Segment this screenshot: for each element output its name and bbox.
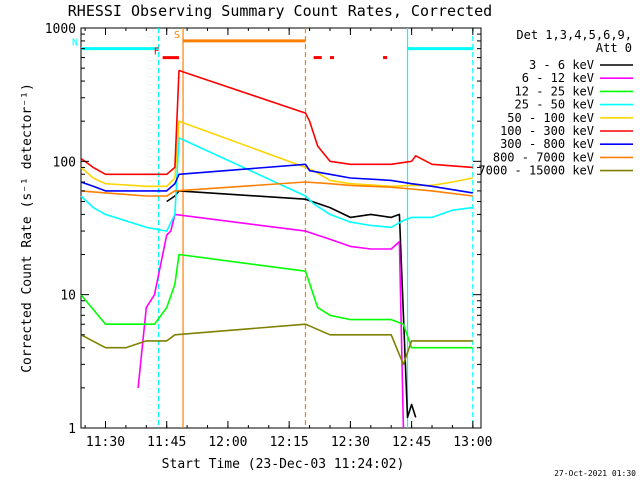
vertical-markers bbox=[157, 28, 474, 428]
x-tick-label-11-45: 11:45 bbox=[147, 435, 186, 450]
flag-label-night: N bbox=[72, 38, 78, 49]
legend-label-100-300-kev: 100 - 300 keV bbox=[500, 124, 594, 138]
chart-title: RHESSI Observing Summary Count Rates, Co… bbox=[68, 2, 492, 20]
series-line-3-6-kev bbox=[166, 190, 417, 419]
series-line-300-800-kev bbox=[80, 163, 473, 194]
legend-label-7000-15000-kev: 7000 - 15000 keV bbox=[478, 164, 594, 178]
legend-label-300-800-kev: 300 - 800 keV bbox=[500, 137, 594, 151]
x-tick-label-12-45: 12:45 bbox=[392, 435, 431, 450]
series-line-12-25-kev bbox=[80, 253, 473, 349]
legend-label-50-100-kev: 50 - 100 keV bbox=[507, 111, 594, 125]
plot-area: NFS 11:30 11:45 12:00 12:15 12:30 12:45 13:001… bbox=[45, 22, 493, 450]
legend-header-line-1: Det 1,3,4,5,6,9, bbox=[516, 28, 632, 42]
series-line-7000-15000-kev bbox=[80, 323, 473, 366]
series-line-800-7000-kev bbox=[80, 181, 473, 197]
flag-label-saa: S bbox=[174, 30, 180, 41]
series-line-6-12-kev bbox=[137, 213, 405, 429]
legend-label-12-25-kev: 12 - 25 keV bbox=[515, 84, 594, 98]
plot-frame bbox=[80, 27, 482, 429]
x-axis-label: Start Time (23-Dec-03 11:24:02) bbox=[162, 457, 405, 472]
legend-label-6-12-kev: 6 - 12 keV bbox=[522, 71, 594, 85]
series-line-100-300-kev bbox=[80, 69, 473, 176]
y-axis-label: Corrected Count Rate (s⁻¹ detector⁻¹) bbox=[20, 83, 35, 373]
axes: 11:30 11:45 12:00 12:15 12:30 12:45 13:00 1 10 10… bbox=[45, 22, 493, 450]
y-tick-label-10: 10 bbox=[60, 289, 76, 304]
series-line-25-50-kev bbox=[80, 137, 473, 232]
legend-label-800-7000-kev: 800 - 7000 keV bbox=[493, 150, 594, 164]
x-tick-label-13-00: 13:00 bbox=[453, 435, 492, 450]
legend-label-25-50-kev: 25 - 50 keV bbox=[515, 98, 594, 112]
x-tick-label-12-15: 12:15 bbox=[270, 435, 309, 450]
y-tick-label-100: 100 bbox=[53, 155, 76, 170]
x-tick-label-11-30: 11:30 bbox=[86, 435, 125, 450]
flag-bars: N F S bbox=[72, 30, 473, 60]
y-tick-label-1: 1 bbox=[68, 422, 76, 437]
date-stamp: 27-Oct-2021 01:30 bbox=[554, 469, 636, 478]
x-tick-label-12-00: 12:00 bbox=[208, 435, 247, 450]
series-lines bbox=[80, 69, 473, 429]
y-tick-label-1000: 1000 bbox=[45, 22, 76, 37]
legend-header-line-2: Att 0 bbox=[596, 41, 632, 55]
flag-label-flare: F bbox=[154, 47, 160, 58]
series-line-50-100-kev bbox=[80, 120, 473, 188]
x-tick-label-12-30: 12:30 bbox=[331, 435, 370, 450]
legend-label-3-6-kev: 3 - 6 keV bbox=[529, 58, 594, 72]
